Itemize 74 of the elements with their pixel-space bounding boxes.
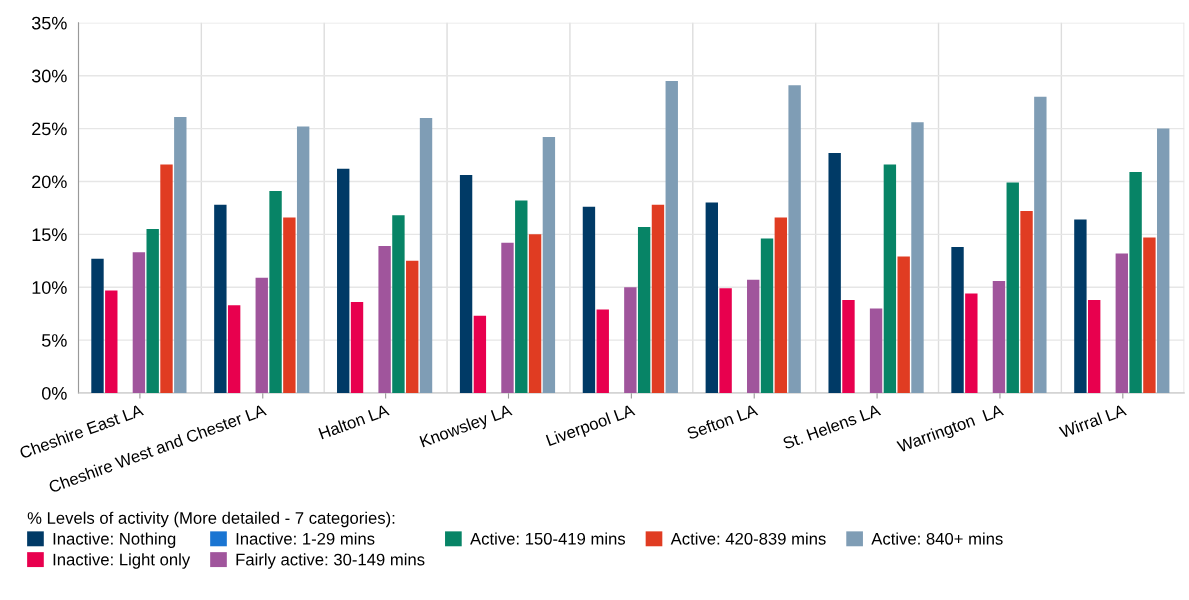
legend-label: Inactive: Light only: [53, 553, 191, 569]
bar: [132, 252, 146, 393]
bar: [542, 137, 556, 393]
bar: [1129, 171, 1142, 393]
y-tick-label: 30%: [31, 69, 67, 83]
legend-label: Inactive: 1-29 mins: [236, 532, 375, 545]
bar: [419, 117, 433, 393]
bar: [582, 206, 596, 393]
bar: [1074, 219, 1087, 393]
legend-label: Active: 150-419 mins: [470, 532, 626, 545]
y-tick-label: 15%: [32, 228, 67, 242]
bar: [283, 217, 296, 393]
bar: [105, 290, 118, 393]
bar: [91, 258, 104, 393]
x-tick-label: Halton LA: [318, 403, 390, 440]
y-tick-label: 20%: [32, 175, 67, 189]
bar: [160, 164, 173, 393]
bar: [1088, 299, 1101, 393]
legend-label: Active: 420-839 mins: [670, 532, 826, 545]
bar: [406, 260, 419, 393]
bar: [528, 234, 542, 393]
bar: [596, 309, 609, 393]
legend-title: % Levels of activity (More detailed - 7 categories):: [27, 511, 395, 528]
bar: [842, 299, 855, 393]
bar: [296, 126, 310, 393]
bar: [214, 204, 227, 393]
bar: [951, 247, 964, 393]
x-tick-label: St. Helens LA: [782, 403, 882, 450]
bar: [174, 116, 187, 393]
bar: [146, 229, 159, 393]
bar: [624, 287, 637, 393]
x-tick-label: Sefton LA: [686, 403, 759, 440]
bar: [350, 302, 364, 393]
bar: [747, 279, 760, 393]
legend-label: Fairly active: 30-149 mins: [236, 553, 425, 569]
bar: [828, 152, 841, 393]
bar: [651, 204, 665, 393]
bar: [378, 245, 391, 393]
bar: [1034, 96, 1047, 393]
y-tick-label: 10%: [32, 281, 67, 294]
bar: [269, 190, 282, 393]
y-tick-label: 35%: [31, 16, 67, 30]
bar: [1143, 237, 1156, 393]
bar: [992, 280, 1006, 393]
bar: [637, 226, 651, 393]
bar: [774, 217, 788, 393]
bar: [788, 85, 801, 393]
bar: [227, 305, 241, 393]
bar: [883, 164, 897, 393]
legend-label: Active: 840+ mins: [871, 532, 1003, 545]
y-tick-label: 0%: [41, 386, 67, 400]
bar: [1157, 128, 1170, 393]
bar: [965, 293, 978, 393]
bar: [665, 80, 678, 393]
bar: [869, 308, 883, 393]
bar: [255, 277, 268, 393]
bar: [392, 215, 405, 393]
y-tick-label: 5%: [41, 334, 67, 347]
bar: [515, 200, 528, 393]
bar: [337, 168, 350, 393]
bar: [1020, 211, 1033, 393]
y-tick-label: 25%: [32, 122, 67, 136]
bar: [760, 238, 774, 393]
bar: [1115, 253, 1128, 393]
legend-label: Inactive: Nothing: [53, 532, 176, 548]
bar: [1006, 182, 1019, 393]
x-tick-label: Wirral LA: [1058, 403, 1127, 439]
bar: [473, 315, 487, 393]
bar: [501, 242, 514, 393]
bar: [897, 256, 910, 393]
bar: [911, 122, 924, 393]
bar: [459, 175, 473, 393]
bar: [705, 202, 718, 393]
bar: [719, 288, 732, 393]
